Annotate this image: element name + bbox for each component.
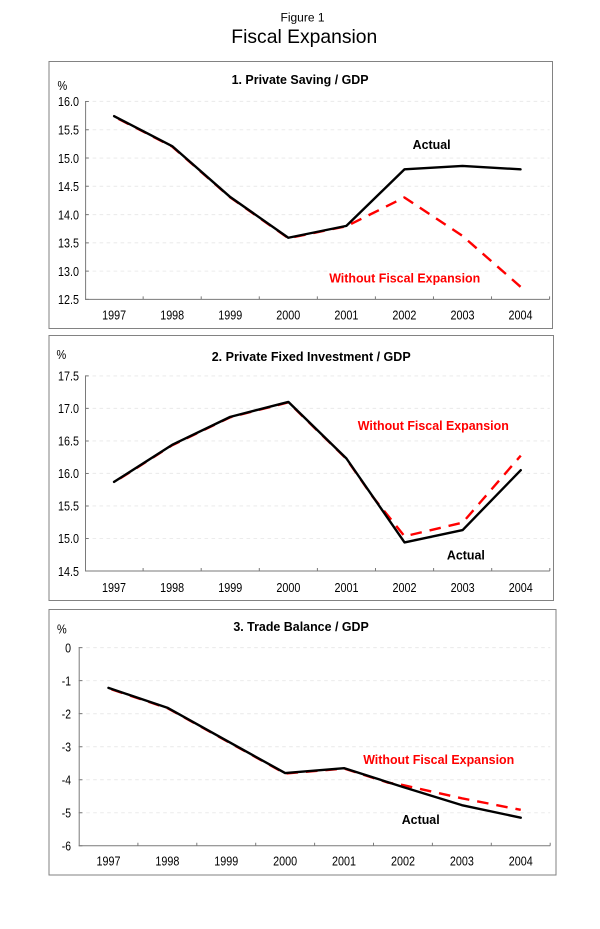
- svg-text:2001: 2001: [334, 308, 358, 323]
- svg-text:17.5: 17.5: [58, 369, 79, 384]
- svg-text:0: 0: [65, 640, 71, 655]
- svg-text:1999: 1999: [214, 853, 238, 868]
- svg-text:Without Fiscal Expansion: Without Fiscal Expansion: [329, 272, 480, 286]
- svg-text:2002: 2002: [391, 853, 415, 868]
- svg-text:14.5: 14.5: [58, 564, 79, 579]
- svg-text:Actual: Actual: [447, 549, 485, 563]
- svg-text:1997: 1997: [96, 853, 120, 868]
- svg-text:2001: 2001: [332, 853, 356, 868]
- svg-text:1997: 1997: [102, 580, 126, 595]
- svg-text:3. Trade Balance / GDP: 3. Trade Balance / GDP: [233, 620, 369, 634]
- svg-text:13.5: 13.5: [58, 236, 79, 251]
- svg-text:2002: 2002: [392, 308, 416, 323]
- svg-text:2. Private Fixed Investment /: 2. Private Fixed Investment / GDP: [212, 350, 411, 364]
- svg-text:1998: 1998: [160, 308, 184, 323]
- svg-text:17.0: 17.0: [58, 401, 79, 416]
- svg-text:-1: -1: [62, 673, 71, 688]
- svg-text:14.5: 14.5: [58, 179, 79, 194]
- svg-text:15.0: 15.0: [58, 151, 79, 166]
- svg-text:2000: 2000: [276, 580, 300, 595]
- svg-text:-5: -5: [62, 806, 71, 821]
- svg-text:2004: 2004: [509, 853, 533, 868]
- svg-text:1999: 1999: [218, 308, 242, 323]
- svg-text:1998: 1998: [155, 853, 179, 868]
- svg-text:16.0: 16.0: [58, 94, 79, 109]
- svg-text:13.0: 13.0: [58, 264, 79, 279]
- svg-text:12.5: 12.5: [58, 292, 79, 307]
- svg-text:Without Fiscal Expansion: Without Fiscal Expansion: [363, 753, 514, 767]
- svg-text:Figure 1: Figure 1: [281, 11, 325, 25]
- svg-text:2003: 2003: [450, 853, 474, 868]
- svg-text:16.5: 16.5: [58, 434, 79, 449]
- svg-text:2000: 2000: [276, 308, 300, 323]
- svg-text:%: %: [58, 78, 68, 93]
- svg-text:2003: 2003: [450, 308, 474, 323]
- svg-text:15.0: 15.0: [58, 531, 79, 546]
- svg-text:Without Fiscal Expansion: Without Fiscal Expansion: [358, 419, 509, 433]
- svg-text:2000: 2000: [273, 853, 297, 868]
- svg-text:Actual: Actual: [413, 138, 451, 152]
- svg-text:-2: -2: [62, 706, 71, 721]
- svg-text:1999: 1999: [218, 580, 242, 595]
- svg-text:2002: 2002: [393, 580, 417, 595]
- svg-text:%: %: [57, 622, 67, 637]
- svg-text:1. Private Saving / GDP: 1. Private Saving / GDP: [232, 73, 369, 87]
- svg-text:2003: 2003: [451, 580, 475, 595]
- svg-text:14.0: 14.0: [58, 207, 79, 222]
- svg-text:%: %: [57, 347, 67, 362]
- svg-text:2004: 2004: [509, 308, 533, 323]
- svg-text:1997: 1997: [102, 308, 126, 323]
- svg-text:2001: 2001: [334, 580, 358, 595]
- svg-text:1998: 1998: [160, 580, 184, 595]
- svg-text:2004: 2004: [509, 580, 533, 595]
- svg-text:15.5: 15.5: [58, 499, 79, 514]
- svg-text:-4: -4: [62, 772, 71, 787]
- svg-text:Actual: Actual: [402, 813, 440, 827]
- svg-text:16.0: 16.0: [58, 466, 79, 481]
- svg-text:15.5: 15.5: [58, 123, 79, 138]
- svg-text:-6: -6: [62, 839, 71, 854]
- svg-text:Fiscal Expansion: Fiscal Expansion: [231, 27, 377, 48]
- svg-text:-3: -3: [62, 739, 71, 754]
